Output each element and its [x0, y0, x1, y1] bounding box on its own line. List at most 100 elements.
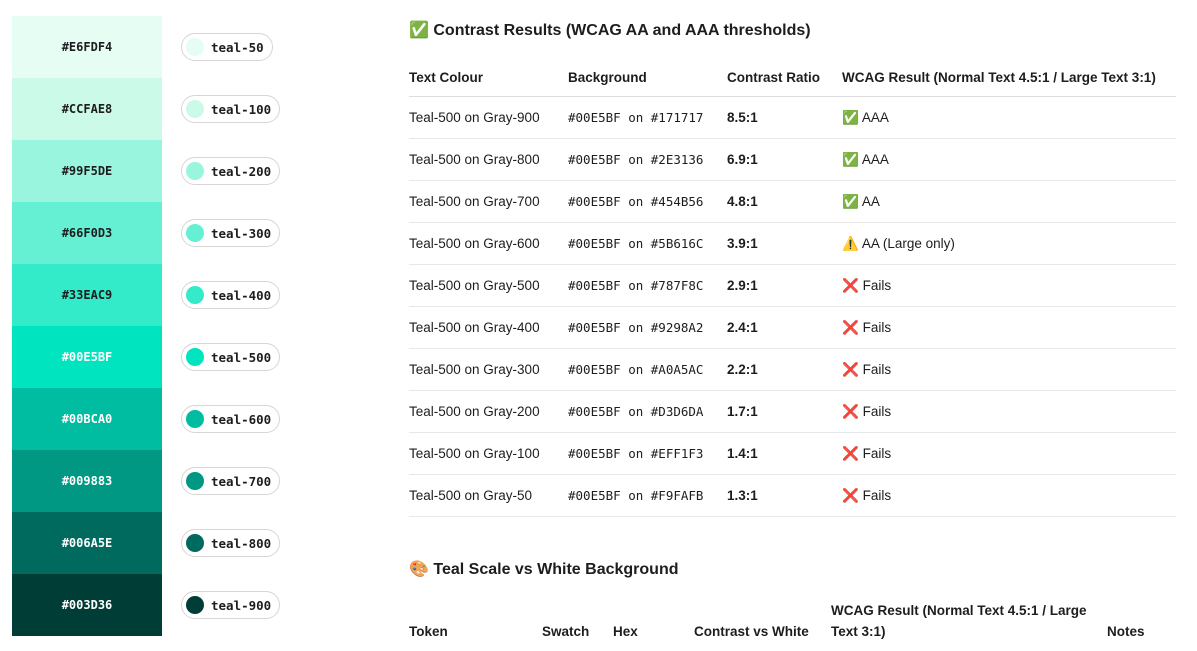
- col-token: Token: [409, 624, 448, 639]
- result-text: AAA: [861, 109, 889, 125]
- table-row: Teal-500 on Gray-900 #00E5BF on #171717 8.…: [409, 96, 1176, 139]
- result-cell: ✅ AAA: [842, 138, 1176, 181]
- color-dot-icon: [186, 534, 204, 552]
- token-chip: teal-600: [181, 405, 281, 433]
- table-row: Teal-500 on Gray-200 #00E5BF on #D3D6DA 1.…: [409, 390, 1176, 433]
- token-chip: teal-400: [181, 281, 281, 309]
- token-label: teal-800: [211, 535, 272, 551]
- table-row: Teal-500 on Gray-50 #00E5BF on #F9FAFB 1.3…: [409, 474, 1176, 517]
- result-cell: ✅ AA: [842, 180, 1176, 223]
- ratio-cell: 1.4:1: [727, 432, 842, 475]
- swatch-teal-200: #99F5DE: [12, 140, 162, 202]
- swatch-column: #E6FDF4 #CCFAE8 #99F5DE #66F0D3 #33EAC9 #00E5…: [12, 16, 162, 636]
- color-dot-icon: [186, 286, 204, 304]
- token-label: teal-300: [211, 225, 272, 241]
- ratio-cell: 2.9:1: [727, 264, 842, 307]
- contrast-results-table: Text Colour Background Contrast Ratio WC…: [409, 58, 1176, 517]
- result-text: Fails: [862, 487, 892, 503]
- heading-text: Contrast Results (WCAG AA and AAA thresh…: [433, 22, 811, 39]
- table-row: Teal-500 on Gray-600 #00E5BF on #5B616C 3.…: [409, 222, 1176, 265]
- col-notes: Notes: [1107, 624, 1145, 639]
- text-colour-cell: Teal-500 on Gray-300: [409, 348, 568, 391]
- color-dot-icon: [186, 224, 204, 242]
- result-text: Fails: [862, 403, 892, 419]
- result-cell: ❌ Fails: [842, 348, 1176, 391]
- color-dot-icon: [186, 596, 204, 614]
- table-row: Teal-500 on Gray-300 #00E5BF on #A0A5AC 2.…: [409, 348, 1176, 391]
- token-chip: teal-700: [181, 467, 281, 495]
- result-icon: ❌: [842, 277, 859, 293]
- col-contrast-vs-white: Contrast vs White: [694, 624, 809, 639]
- token-label: teal-500: [211, 349, 272, 365]
- result-cell: ❌ Fails: [842, 432, 1176, 475]
- col-wcag-result: WCAG Result (Normal Text 4.5:1 / Large T…: [831, 603, 1087, 639]
- background-cell: #00E5BF on #454B56: [568, 180, 727, 223]
- table-row: Teal-500 on Gray-800 #00E5BF on #2E3136 6.…: [409, 138, 1176, 181]
- token-chip: teal-500: [181, 343, 281, 371]
- table-row: Teal-500 on Gray-400 #00E5BF on #9298A2 2.…: [409, 306, 1176, 349]
- result-icon: ✅: [842, 193, 859, 209]
- color-dot-icon: [186, 410, 204, 428]
- swatch-teal-800: #006A5E: [12, 512, 162, 574]
- col-swatch: Swatch: [542, 624, 590, 639]
- token-label: teal-200: [211, 163, 272, 179]
- result-icon: ❌: [842, 319, 859, 335]
- background-cell: #00E5BF on #171717: [568, 96, 727, 139]
- token-chip: teal-900: [181, 591, 281, 619]
- background-cell: #00E5BF on #D3D6DA: [568, 390, 727, 433]
- ratio-cell: 2.2:1: [727, 348, 842, 391]
- token-label: teal-50: [211, 39, 264, 55]
- result-icon: ❌: [842, 487, 859, 503]
- result-cell: ❌ Fails: [842, 264, 1176, 307]
- result-text: AAA: [861, 151, 889, 167]
- background-cell: #00E5BF on #A0A5AC: [568, 348, 727, 391]
- text-colour-cell: Teal-500 on Gray-400: [409, 306, 568, 349]
- col-hex: Hex: [613, 624, 638, 639]
- text-colour-cell: Teal-500 on Gray-50: [409, 474, 568, 517]
- result-text: Fails: [862, 445, 892, 461]
- table-header-row: Token Swatch Hex Contrast vs White WCAG …: [409, 600, 1176, 642]
- color-dot-icon: [186, 100, 204, 118]
- result-cell: ⚠️ AA (Large only): [842, 222, 1176, 265]
- result-icon: ⚠️: [842, 235, 859, 251]
- result-text: AA (Large only): [861, 235, 955, 251]
- ratio-cell: 1.7:1: [727, 390, 842, 433]
- result-cell: ❌ Fails: [842, 474, 1176, 517]
- token-label: teal-700: [211, 473, 272, 489]
- ratio-cell: 1.3:1: [727, 474, 842, 517]
- swatch-teal-100: #CCFAE8: [12, 78, 162, 140]
- swatch-teal-300: #66F0D3: [12, 202, 162, 264]
- ratio-cell: 3.9:1: [727, 222, 842, 265]
- ratio-cell: 2.4:1: [727, 306, 842, 349]
- result-icon: ❌: [842, 403, 859, 419]
- swatch-teal-500: #00E5BF: [12, 326, 162, 388]
- col-wcag-result: WCAG Result (Normal Text 4.5:1 / Large T…: [842, 58, 1176, 97]
- background-cell: #00E5BF on #9298A2: [568, 306, 727, 349]
- result-cell: ❌ Fails: [842, 306, 1176, 349]
- token-chip: teal-50: [181, 33, 273, 61]
- background-cell: #00E5BF on #EFF1F3: [568, 432, 727, 475]
- ratio-cell: 6.9:1: [727, 138, 842, 181]
- color-dot-icon: [186, 162, 204, 180]
- ratio-cell: 8.5:1: [727, 96, 842, 139]
- swatch-teal-700: #009883: [12, 450, 162, 512]
- background-cell: #00E5BF on #2E3136: [568, 138, 727, 181]
- text-colour-cell: Teal-500 on Gray-600: [409, 222, 568, 265]
- background-cell: #00E5BF on #5B616C: [568, 222, 727, 265]
- check-icon: ✅: [409, 22, 429, 39]
- text-colour-cell: Teal-500 on Gray-100: [409, 432, 568, 475]
- token-label: teal-400: [211, 287, 272, 303]
- text-colour-cell: Teal-500 on Gray-500: [409, 264, 568, 307]
- table-row: Teal-500 on Gray-700 #00E5BF on #454B56 4.…: [409, 180, 1176, 223]
- token-chip: teal-300: [181, 219, 281, 247]
- color-dot-icon: [186, 38, 204, 56]
- result-cell: ✅ AAA: [842, 96, 1176, 139]
- contrast-results-heading: ✅ Contrast Results (WCAG AA and AAA thre…: [409, 20, 811, 40]
- swatch-teal-50: #E6FDF4: [12, 16, 162, 78]
- white-scale-heading: 🎨 Teal Scale vs White Background: [409, 559, 678, 579]
- text-colour-cell: Teal-500 on Gray-800: [409, 138, 568, 181]
- background-cell: #00E5BF on #787F8C: [568, 264, 727, 307]
- swatch-teal-400: #33EAC9: [12, 264, 162, 326]
- background-cell: #00E5BF on #F9FAFB: [568, 474, 727, 517]
- result-text: AA: [861, 193, 880, 209]
